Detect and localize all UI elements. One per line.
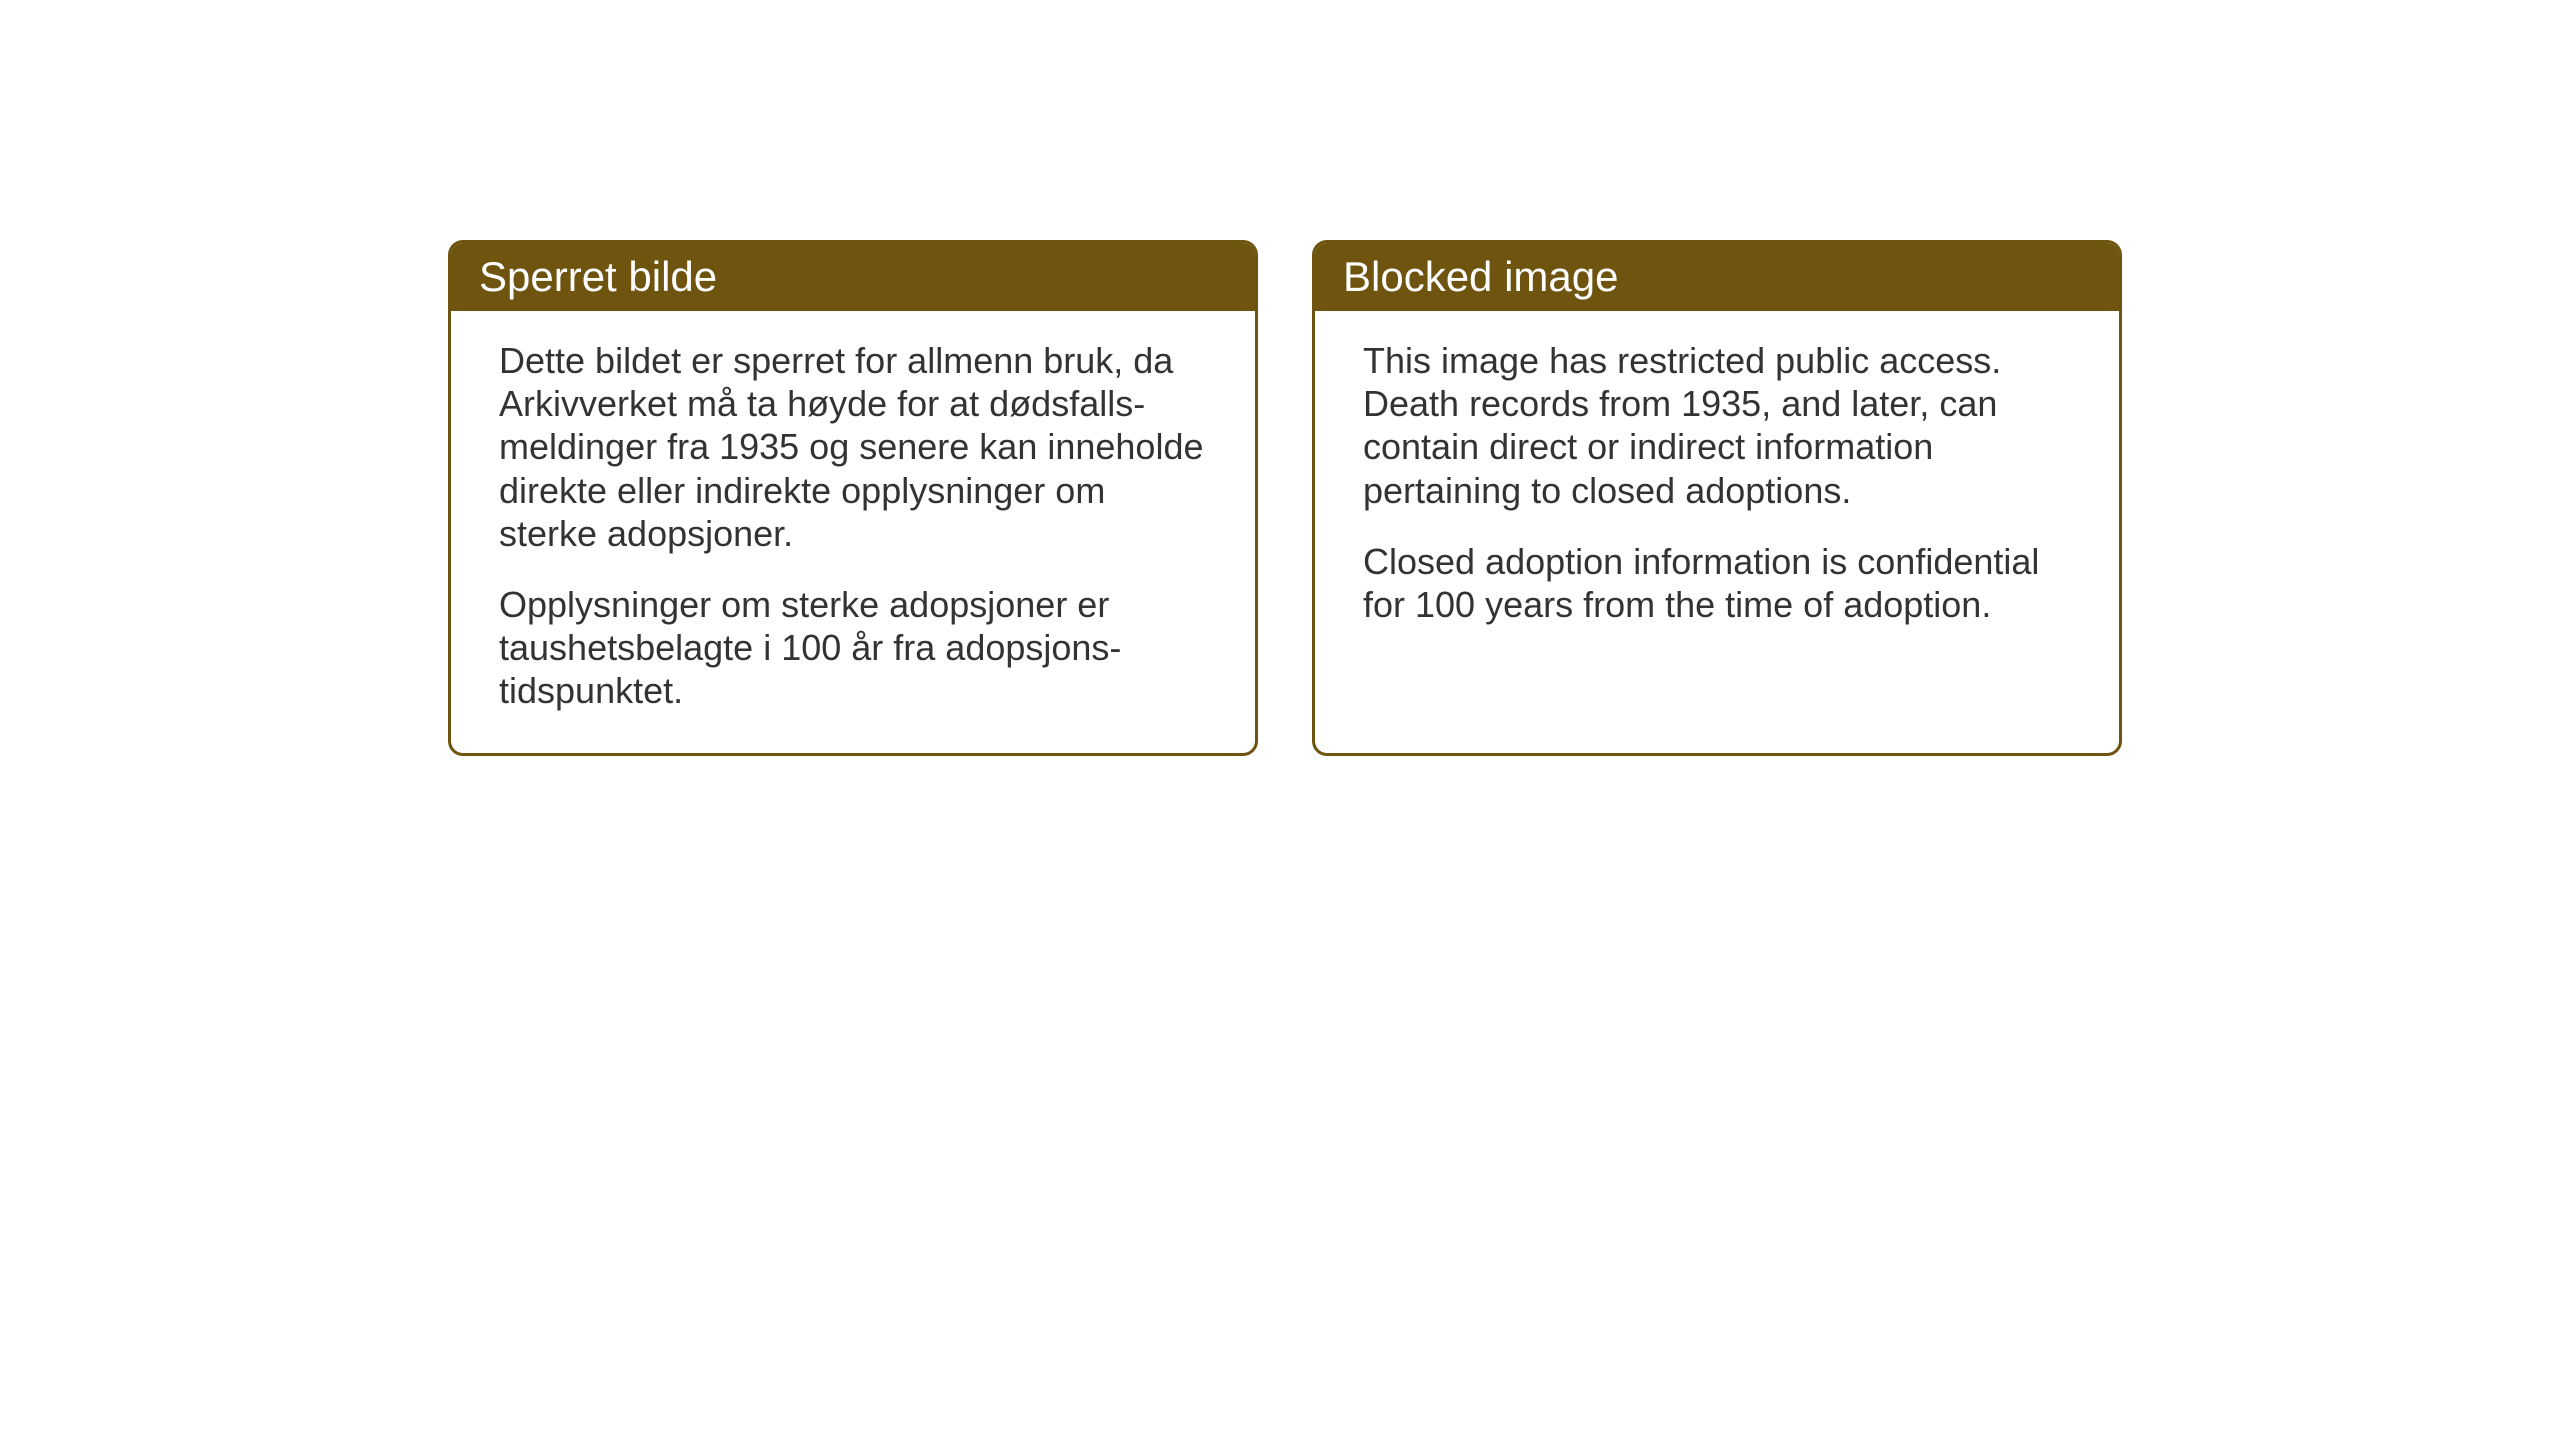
notice-card-norwegian: Sperret bilde Dette bildet er sperret fo…	[448, 240, 1258, 756]
card-title: Sperret bilde	[479, 253, 717, 300]
card-header: Blocked image	[1315, 243, 2119, 311]
card-header: Sperret bilde	[451, 243, 1255, 311]
notice-container: Sperret bilde Dette bildet er sperret fo…	[448, 240, 2122, 756]
card-title: Blocked image	[1343, 253, 1618, 300]
card-paragraph-1: Dette bildet er sperret for allmenn bruk…	[499, 339, 1207, 555]
card-paragraph-2: Closed adoption information is confident…	[1363, 540, 2071, 626]
notice-card-english: Blocked image This image has restricted …	[1312, 240, 2122, 756]
card-paragraph-2: Opplysninger om sterke adopsjoner er tau…	[499, 583, 1207, 713]
card-paragraph-1: This image has restricted public access.…	[1363, 339, 2071, 512]
card-body: This image has restricted public access.…	[1315, 311, 2119, 666]
card-body: Dette bildet er sperret for allmenn bruk…	[451, 311, 1255, 753]
